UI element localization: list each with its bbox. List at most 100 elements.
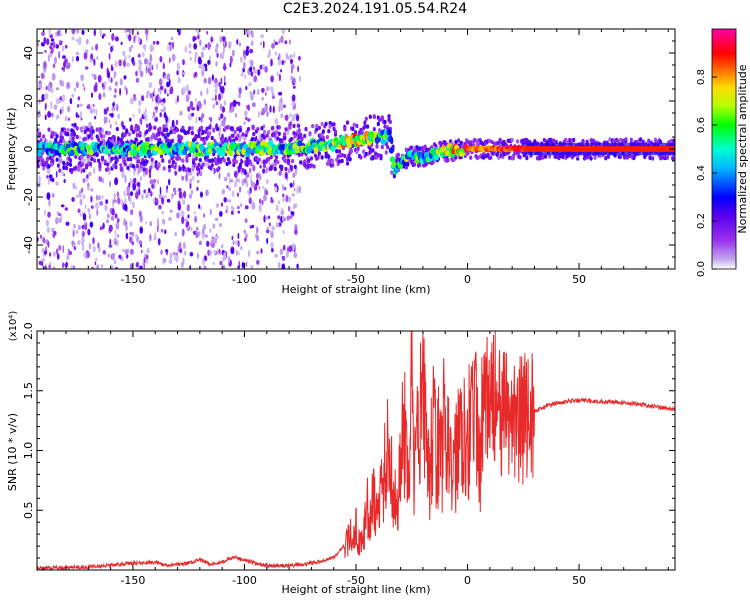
ridge-halo <box>418 146 422 151</box>
noise-speck <box>243 52 246 61</box>
noise-speck <box>49 34 54 39</box>
ridge-halo <box>97 127 101 132</box>
noise-speck <box>77 40 82 46</box>
noise-speck <box>188 42 192 49</box>
noise-speck <box>149 72 153 76</box>
ridge-halo <box>257 157 261 162</box>
noise-speck <box>271 92 274 97</box>
noise-speck <box>58 244 62 251</box>
ridge-halo <box>75 134 79 140</box>
noise-speck <box>145 254 149 260</box>
noise-speck <box>284 171 288 179</box>
noise-speck <box>165 121 168 127</box>
noise-speck <box>46 175 49 179</box>
noise-speck <box>75 51 80 56</box>
ridge-point <box>380 138 386 145</box>
noise-speck <box>225 210 228 214</box>
noise-speck <box>44 49 47 53</box>
noise-speck <box>212 103 216 109</box>
y-tick-label: -20 <box>22 188 35 206</box>
ridge-halo <box>42 166 46 171</box>
ridge-halo <box>303 159 307 164</box>
noise-speck <box>98 93 102 100</box>
ridge-halo <box>340 158 344 164</box>
noise-speck <box>75 81 79 89</box>
noise-speck <box>273 39 276 46</box>
y-tick-label: 20 <box>22 94 35 108</box>
noise-speck <box>194 51 198 58</box>
ridge-halo <box>360 130 364 135</box>
noise-speck <box>221 188 225 195</box>
noise-speck <box>169 252 173 259</box>
noise-speck <box>212 168 215 174</box>
noise-speck <box>149 53 152 62</box>
noise-speck <box>229 41 232 47</box>
noise-speck <box>210 36 213 43</box>
noise-speck <box>182 242 186 250</box>
ridge-halo <box>222 158 226 163</box>
noise-speck <box>37 110 41 118</box>
ridge-halo <box>283 154 287 159</box>
noise-speck <box>124 175 127 183</box>
noise-speck <box>227 172 230 178</box>
ridge-halo <box>75 126 79 131</box>
snr-line <box>37 331 675 570</box>
noise-speck <box>156 40 160 45</box>
noise-speck <box>154 201 157 206</box>
noise-speck <box>133 35 136 43</box>
noise-speck <box>258 185 261 190</box>
noise-speck <box>257 89 260 96</box>
noise-speck <box>245 261 248 268</box>
noise-speck <box>65 44 68 49</box>
noise-speck <box>241 178 245 186</box>
steady-band <box>523 146 675 152</box>
noise-speck <box>181 216 185 225</box>
noise-speck <box>65 221 70 226</box>
ridge-halo <box>42 134 46 139</box>
noise-speck <box>201 113 205 119</box>
noise-speck <box>95 257 98 262</box>
noise-speck <box>266 237 269 244</box>
ridge-halo <box>388 119 392 125</box>
noise-speck <box>292 77 296 84</box>
noise-speck <box>57 30 61 37</box>
ridge-halo <box>150 157 154 162</box>
ridge-halo <box>119 166 123 171</box>
ridge-halo <box>396 152 400 157</box>
ridge-halo <box>161 132 165 137</box>
noise-speck <box>91 73 95 77</box>
chart-title: C2E3.2024.191.05.54.R24 <box>282 1 468 17</box>
ridge-halo <box>233 154 237 159</box>
ridge-halo <box>125 128 129 133</box>
ridge-halo <box>256 127 260 132</box>
noise-speck <box>124 197 127 205</box>
noise-speck <box>202 232 204 240</box>
ridge-halo <box>362 149 366 154</box>
ridge-point <box>330 145 336 152</box>
noise-speck <box>174 188 177 196</box>
noise-speck <box>176 62 181 71</box>
ridge-halo <box>184 130 188 136</box>
ridge-halo <box>135 132 139 138</box>
ridge-halo <box>166 132 170 137</box>
noise-speck <box>55 181 59 186</box>
snr-y-label: SNR (10 * v/v) <box>6 413 19 491</box>
noise-speck <box>59 109 62 115</box>
ridge-halo <box>241 168 245 173</box>
noise-speck <box>207 59 211 65</box>
noise-speck <box>126 185 130 194</box>
ridge-halo <box>525 155 529 161</box>
ridge-halo <box>343 127 347 132</box>
ridge-halo <box>185 155 189 160</box>
noise-speck <box>83 86 86 92</box>
noise-speck <box>145 167 148 176</box>
x-tick-label: 50 <box>572 273 586 286</box>
noise-speck <box>44 250 47 255</box>
ridge-halo <box>173 165 177 170</box>
noise-speck <box>98 175 101 182</box>
ridge-halo <box>420 147 425 152</box>
noise-speck <box>275 204 279 212</box>
noise-speck <box>91 266 95 269</box>
noise-speck <box>150 191 153 197</box>
noise-speck <box>116 234 120 238</box>
